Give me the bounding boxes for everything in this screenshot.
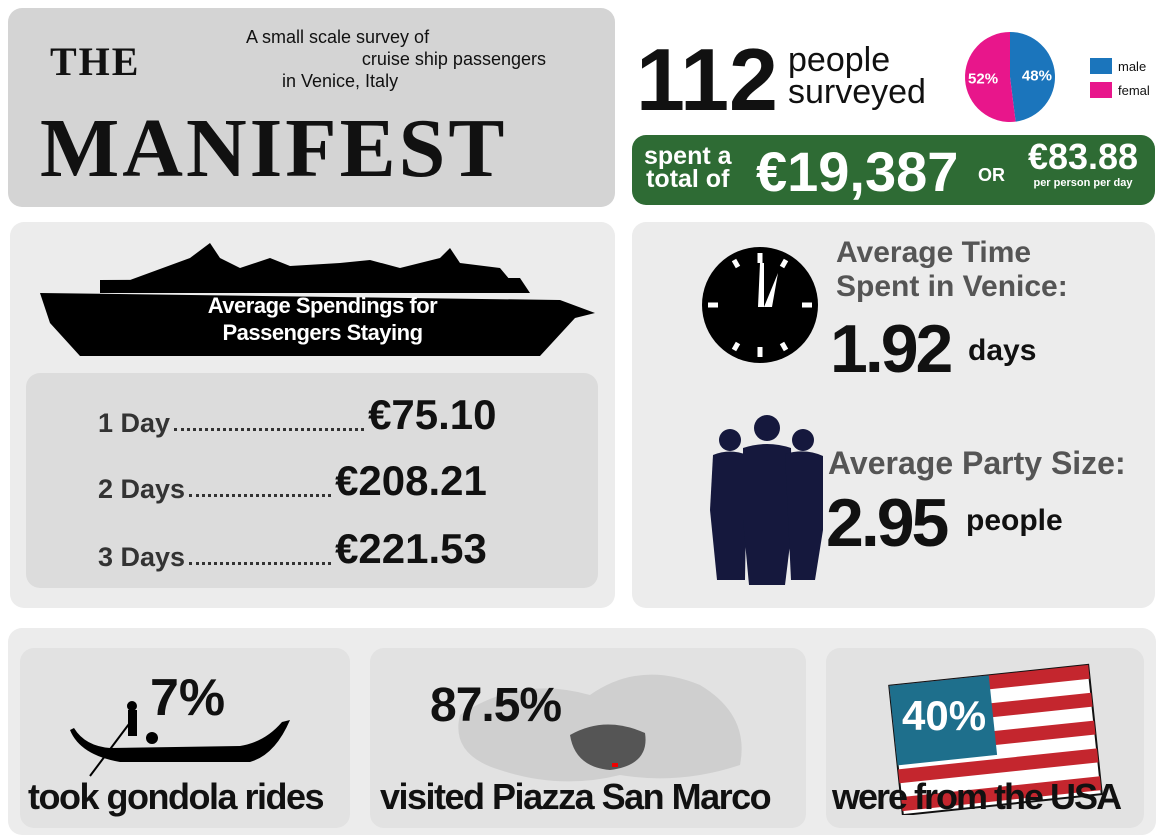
spending-total: €19,387 <box>756 140 959 203</box>
leader <box>189 494 332 497</box>
stay-title: Average Spendings for Passengers Staying <box>40 292 605 346</box>
spending-per-person: €83.88 per person per day <box>1022 136 1144 190</box>
survey-label-line: people <box>788 41 891 79</box>
piazza-value: 87.5% <box>430 679 562 732</box>
stay-label: 1 Day <box>98 408 171 438</box>
stay-label: 2 Days <box>98 474 186 504</box>
usa-label: were from the USA <box>832 776 1122 817</box>
survey-label: people surveyed <box>788 41 926 111</box>
pie-slice <box>1010 32 1056 122</box>
stay-row: 2 Days €208.21 <box>98 457 538 505</box>
party-value: 2.95 <box>826 485 949 561</box>
ship-shape <box>40 243 595 356</box>
time-title: Average Time Spent in Venice: <box>836 236 1068 304</box>
subtitle: A small scale survey of cruise ship pass… <box>246 26 546 92</box>
gondola-icon <box>70 701 290 777</box>
time-title-line: Average Time <box>836 236 1032 269</box>
clock-icon <box>702 247 818 363</box>
header-panel <box>8 8 615 207</box>
stay-label: 3 Days <box>98 542 186 572</box>
time-title-line: Spent in Venice: <box>836 270 1068 303</box>
spending-prefix-line: total of <box>646 165 730 193</box>
legend-label: female <box>1118 83 1150 98</box>
subtitle-line: in Venice, Italy <box>282 71 399 91</box>
subtitle-line: cruise ship passengers <box>361 49 546 69</box>
spending-or: OR <box>978 165 1005 185</box>
stay-title-line: Average Spendings for <box>207 293 438 318</box>
people-icon <box>710 415 823 585</box>
survey-count: 112 <box>636 30 778 129</box>
usa-value: 40% <box>902 692 987 739</box>
usa-flag <box>888 663 1103 815</box>
stay-amount: €208.21 <box>335 457 487 504</box>
spending-prefix-line: spent a <box>644 142 732 170</box>
stay-row: 3 Days €221.53 <box>98 525 538 573</box>
subtitle-line: A small scale survey of <box>246 27 430 47</box>
legend-swatch <box>1090 58 1112 74</box>
per-person-value: €83.88 <box>1027 136 1139 177</box>
time-unit: days <box>968 334 1037 367</box>
stay-amount: €221.53 <box>335 525 487 572</box>
title-main: MANIFEST <box>40 102 508 195</box>
spending-bar: spent a total of €19,387 OR €83.88 per p… <box>632 135 1155 205</box>
time-value: 1.92 <box>830 311 953 387</box>
gender-pie: 48% male 52% female <box>965 32 1150 122</box>
piazza-label: visited Piazza San Marco <box>380 776 772 817</box>
legend-swatch <box>1090 82 1112 98</box>
gondola-label: took gondola rides <box>28 776 325 817</box>
stay-row: 1 Day €75.10 <box>98 391 538 439</box>
stay-table: 1 Day €75.10 2 Days €208.21 3 Days €221.53 <box>26 373 598 588</box>
gondola-value: 7% <box>150 669 226 727</box>
per-person-note: per person per day <box>1033 177 1133 189</box>
party-unit: people <box>966 504 1063 537</box>
spending-prefix: spent a total of <box>644 142 732 193</box>
venice-map <box>458 674 742 782</box>
party-title: Average Party Size: <box>828 445 1126 481</box>
pie-label: 52% <box>968 71 998 88</box>
leader <box>189 562 332 565</box>
survey-label-line: surveyed <box>788 73 926 111</box>
pie-label: 48% <box>1022 67 1052 84</box>
pie-slice <box>965 32 1016 122</box>
stay-amount: €75.10 <box>368 391 497 438</box>
title-top: THE <box>50 39 141 84</box>
legend-label: male <box>1118 59 1146 74</box>
stay-title-line: Passengers Staying <box>222 320 423 345</box>
leader <box>174 428 365 431</box>
ship-silhouette <box>40 243 595 356</box>
